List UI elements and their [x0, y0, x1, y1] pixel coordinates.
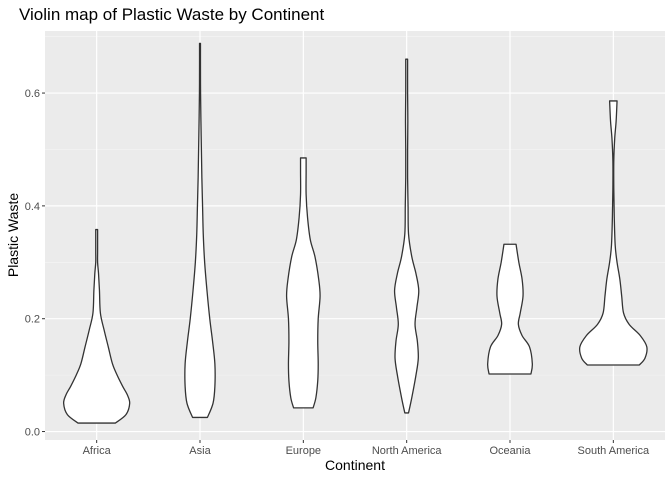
y-axis-title: Plastic Waste — [5, 193, 21, 277]
y-axis: 0.0 0.2 0.4 0.6 — [25, 88, 45, 439]
plot-panel — [45, 31, 665, 440]
x-tick-label: Africa — [83, 445, 112, 457]
x-tick-label: Europe — [286, 445, 321, 457]
x-axis-title: Continent — [325, 457, 385, 473]
violins — [62, 42, 648, 424]
minor-gridlines — [45, 36, 665, 376]
y-tick-label: 0.6 — [25, 88, 40, 100]
x-tick-label: South America — [578, 445, 650, 457]
violin-europe — [285, 157, 321, 409]
chart-title: Violin map of Plastic Waste by Continent — [19, 5, 324, 24]
violin-south-america — [578, 100, 648, 366]
violin-north-america — [393, 58, 420, 414]
y-tick-label: 0.0 — [25, 427, 40, 439]
y-tick-label: 0.4 — [25, 201, 40, 213]
x-tick-label: North America — [372, 445, 443, 457]
violin-asia — [184, 42, 216, 419]
violin-oceania — [487, 243, 533, 375]
x-axis: Africa Asia Europe North America Oceania Sout… — [83, 440, 650, 457]
y-tick-label: 0.2 — [25, 314, 40, 326]
x-tick-label: Asia — [189, 445, 211, 457]
violin-africa — [62, 228, 131, 424]
x-tick-label: Oceania — [490, 445, 532, 457]
